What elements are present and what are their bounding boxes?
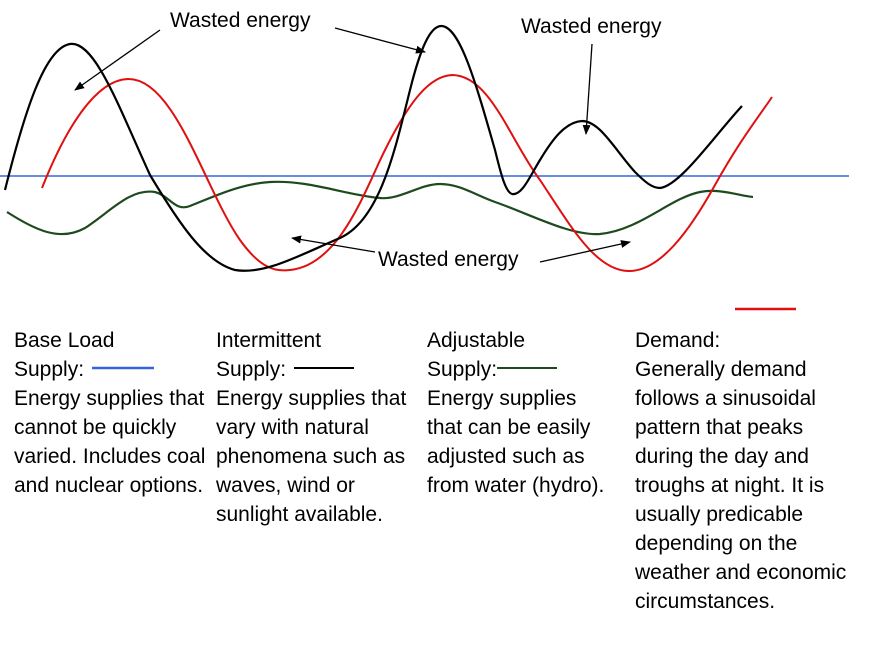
adjustable-supply-curve [6,180,754,236]
legend-title: Supply: [427,358,498,381]
legend-title: Base Load [14,329,115,352]
legend-description: Energy supplies that cannot be quickly v… [14,387,206,497]
legend-description: Energy supplies that vary with natural p… [216,387,407,526]
wasted-energy-label: Wasted energy [521,15,662,38]
legend-title: Supply: [216,358,287,381]
base-load-swatch [92,367,155,370]
legend-title: Demand: [635,329,721,352]
wasted-energy-arrow [334,27,426,54]
legend-intermittent: Intermittent Supply: Energy supplies tha… [216,326,416,529]
legend-title: Adjustable [427,329,526,352]
legend-adjustable: Adjustable Supply: Energy supplies that … [427,326,612,500]
legend-description: Generally demand follows a sinusoidal pa… [635,358,847,613]
wasted-energy-arrow [582,43,593,135]
wasted-energy-label: Wasted energy [378,248,519,271]
legend-description: Energy supplies that can be easily adjus… [427,387,605,497]
legend-demand: Demand: Generally demand follows a sinus… [635,326,867,616]
demand-curve [41,73,773,273]
legend-base-load: Base Load Supply: Energy supplies that c… [14,326,209,500]
wasted-energy-label: Wasted energy [170,9,311,32]
wasted-energy-arrow [74,29,161,91]
wasted-energy-arrow [291,235,376,253]
intermittent-swatch [294,367,355,370]
wasted-energy-arrow [539,240,631,263]
legend-title: Intermittent [216,329,322,352]
legend-title: Supply: [14,358,85,381]
intermittent-supply-curve [3,24,743,272]
adjustable-swatch [497,367,558,370]
